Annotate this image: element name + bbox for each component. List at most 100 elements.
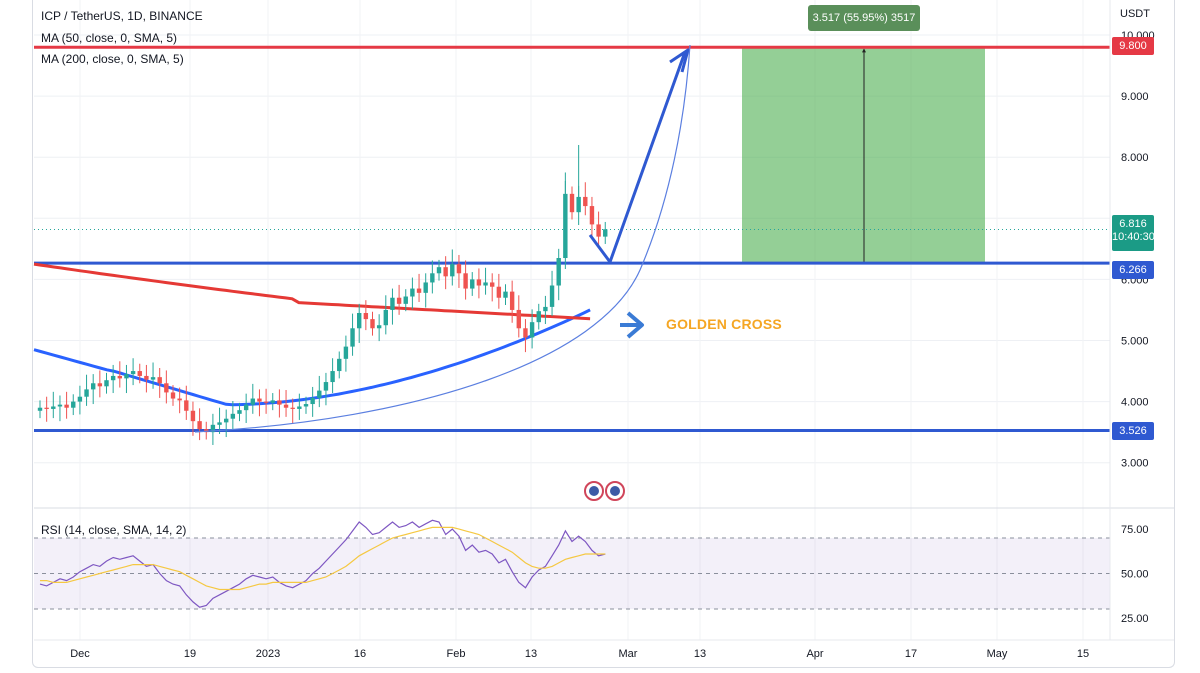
current-price-badge: 6.816 10:40:30 bbox=[1112, 215, 1155, 251]
candle-body bbox=[64, 404, 69, 408]
candle-body bbox=[443, 267, 448, 277]
candle-body bbox=[217, 422, 222, 425]
candle-body bbox=[569, 193, 575, 213]
x-tick-label: 19 bbox=[184, 648, 196, 660]
rsi-pane bbox=[34, 519, 1110, 610]
event-flag-icon-inner bbox=[610, 486, 620, 496]
candle-body bbox=[130, 371, 136, 375]
support-lower-badge: 3.526 bbox=[1112, 422, 1154, 440]
x-tick-label: May bbox=[987, 648, 1008, 660]
candle-body bbox=[416, 288, 422, 293]
candle-body bbox=[270, 400, 275, 403]
candle-body bbox=[403, 296, 408, 304]
candle-body bbox=[470, 279, 475, 289]
candle-body bbox=[536, 311, 541, 323]
candle-body bbox=[177, 398, 182, 401]
candle-body bbox=[436, 267, 442, 274]
event-flag-icon-inner bbox=[589, 486, 599, 496]
candle-body bbox=[224, 418, 229, 423]
candle-body bbox=[124, 374, 129, 379]
candle-body bbox=[91, 383, 96, 390]
projection-arrowhead bbox=[669, 48, 690, 73]
candle-body bbox=[137, 371, 142, 376]
candle-body bbox=[603, 229, 608, 237]
candle-body bbox=[576, 196, 581, 213]
x-tick-label: Feb bbox=[447, 648, 466, 660]
candle-body bbox=[496, 286, 502, 298]
ma200-line bbox=[33, 262, 591, 321]
unit-label: USDT bbox=[1120, 8, 1150, 20]
current-price-value: 6.816 bbox=[1119, 218, 1147, 230]
candle-body bbox=[563, 193, 568, 259]
ma200-legend: MA (200, close, 0, SMA, 5) bbox=[41, 52, 184, 66]
y-tick-label: 3.000 bbox=[1121, 458, 1149, 470]
candle-body bbox=[556, 258, 561, 286]
candle-body bbox=[376, 325, 382, 329]
rsi-legend: RSI (14, close, SMA, 14, 2) bbox=[41, 523, 187, 537]
candle-body bbox=[144, 375, 149, 380]
candle-body bbox=[190, 410, 196, 422]
candle-body bbox=[363, 313, 369, 320]
x-tick-label: 13 bbox=[525, 648, 537, 660]
candle-body bbox=[250, 398, 255, 405]
candle-body bbox=[516, 309, 521, 329]
target-price-badge: 9.800 bbox=[1112, 37, 1154, 55]
candle-body bbox=[410, 288, 415, 297]
x-tick-label: Mar bbox=[619, 648, 638, 660]
candle-body bbox=[423, 282, 428, 293]
candle-body bbox=[383, 309, 388, 326]
candle-body bbox=[44, 407, 49, 409]
candle-body bbox=[370, 319, 375, 329]
candle-body bbox=[343, 346, 349, 359]
profit-zone bbox=[742, 47, 985, 264]
candle-body bbox=[277, 400, 282, 405]
y-tick-label: 4.000 bbox=[1121, 397, 1149, 409]
candlesticks bbox=[37, 144, 608, 445]
candle-body bbox=[150, 377, 156, 380]
x-tick-label: Apr bbox=[806, 648, 823, 660]
candle-body bbox=[357, 313, 362, 329]
candle-body bbox=[170, 392, 176, 399]
candle-body bbox=[430, 273, 435, 283]
candle-body bbox=[164, 383, 169, 393]
ma50-legend: MA (50, close, 0, SMA, 5) bbox=[41, 31, 178, 45]
candle-body bbox=[483, 282, 488, 286]
candle-body bbox=[303, 404, 309, 407]
x-tick-label: Dec bbox=[70, 648, 90, 660]
x-tick-label: 15 bbox=[1077, 648, 1089, 660]
candle-body bbox=[117, 375, 122, 379]
candle-body bbox=[71, 401, 76, 408]
candle-body bbox=[230, 413, 236, 419]
candle-body bbox=[197, 421, 202, 430]
support-upper-badge: 6.266 bbox=[1112, 261, 1154, 279]
candle-body bbox=[330, 371, 335, 383]
projection-arrow bbox=[588, 51, 687, 264]
candle-body bbox=[297, 406, 302, 409]
candle-body bbox=[263, 401, 269, 403]
candle-body bbox=[51, 406, 56, 409]
candle-body bbox=[310, 397, 315, 405]
rsi-tick-label: 75.00 bbox=[1121, 524, 1149, 536]
parabolic-curve bbox=[194, 44, 691, 433]
drawings bbox=[194, 44, 691, 501]
candle-body bbox=[583, 196, 588, 207]
candle-body bbox=[390, 297, 395, 310]
candle-body bbox=[290, 407, 295, 409]
candle-body bbox=[77, 396, 83, 402]
x-tick-label: 13 bbox=[694, 648, 706, 660]
candle-body bbox=[337, 358, 342, 372]
candle-body bbox=[57, 404, 63, 407]
candle-body bbox=[323, 382, 329, 391]
candle-body bbox=[463, 273, 468, 289]
rsi-ma-line bbox=[40, 526, 606, 591]
x-tick-label: 16 bbox=[354, 648, 366, 660]
x-tick-label: 2023 bbox=[256, 648, 280, 660]
candle-body bbox=[157, 377, 162, 384]
candle-body bbox=[84, 389, 89, 397]
golden-cross-annotation: GOLDEN CROSS bbox=[666, 316, 782, 332]
candle-body bbox=[97, 383, 103, 387]
candle-body bbox=[350, 328, 355, 347]
candle-body bbox=[37, 407, 43, 411]
chart-title: ICP / TetherUS, 1D, BINANCE bbox=[41, 9, 203, 23]
